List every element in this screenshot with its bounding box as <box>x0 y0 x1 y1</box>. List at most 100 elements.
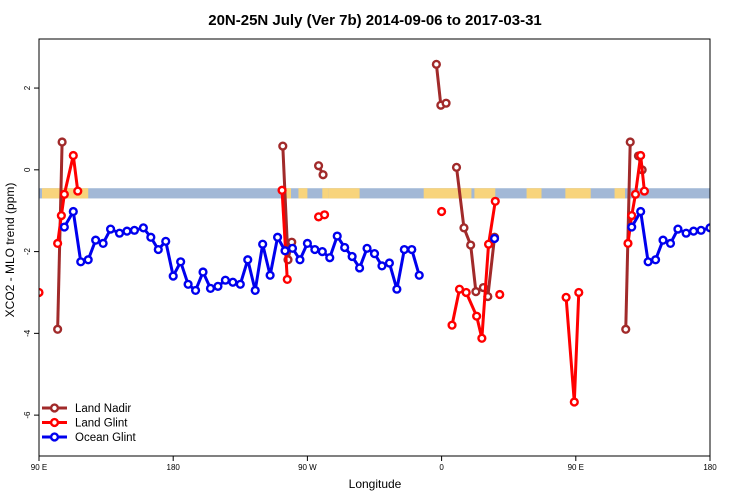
data-point <box>399 244 409 255</box>
data-point <box>220 275 230 285</box>
data-point <box>407 244 417 255</box>
data-point <box>105 224 116 234</box>
land-segment <box>322 188 329 199</box>
data-point <box>83 255 93 265</box>
land-segment <box>474 188 496 199</box>
legend-label: Land Nadir <box>75 403 131 415</box>
x-tick-label: 90 W <box>298 463 317 472</box>
land-segment <box>423 188 472 199</box>
y-tick-label: -6 <box>23 411 32 419</box>
data-point <box>414 270 424 280</box>
data-point <box>277 185 287 195</box>
data-point <box>451 162 462 172</box>
data-point <box>377 261 387 271</box>
land-segment <box>526 188 542 199</box>
data-point <box>319 210 330 220</box>
data-point <box>243 255 253 265</box>
data-point <box>495 289 505 300</box>
legend-label: Ocean Glint <box>75 432 137 444</box>
chart-title: 20N-25N July (Ver 7b) 2014-09-06 to 2017… <box>208 12 542 29</box>
legend-marker <box>49 403 60 413</box>
data-point <box>295 255 305 265</box>
y-tick-label: -4 <box>23 329 32 337</box>
data-point <box>665 238 676 249</box>
data-point <box>461 287 471 298</box>
data-point <box>228 277 238 287</box>
y-axis-label: XCO2 - MLO trend (ppm) <box>3 183 17 318</box>
data-point <box>714 234 721 241</box>
y-tick-label: -2 <box>23 247 32 255</box>
data-point <box>447 320 457 330</box>
data-point <box>114 228 125 238</box>
data-point <box>235 279 245 289</box>
data-point <box>317 246 327 257</box>
data-point <box>643 257 653 267</box>
x-axis-label: Longitude <box>349 477 402 491</box>
data-point <box>168 271 178 281</box>
data-point <box>729 238 736 245</box>
data-point <box>190 285 201 296</box>
data-point <box>354 263 365 273</box>
data-point <box>384 258 395 268</box>
series-line <box>564 292 581 404</box>
series-line <box>630 210 710 264</box>
x-tick-label: 90 E <box>568 463 584 472</box>
data-point <box>681 228 691 238</box>
series-ocean-glint <box>59 206 736 296</box>
data-point <box>625 137 635 147</box>
data-point <box>59 189 69 199</box>
legend-marker <box>49 417 60 428</box>
data-point <box>53 324 63 334</box>
data-point <box>278 141 288 151</box>
legend-label: Land Glint <box>75 418 128 430</box>
data-point <box>489 233 500 244</box>
data-point <box>362 243 372 253</box>
x-tick-label: 90 E <box>31 463 47 472</box>
data-point <box>272 232 283 242</box>
data-point <box>477 333 487 343</box>
data-point <box>431 59 441 69</box>
data-point <box>369 249 380 259</box>
data-point <box>153 244 163 255</box>
data-point <box>129 225 140 235</box>
series-layer <box>39 59 736 407</box>
data-point <box>696 225 706 235</box>
data-point <box>722 246 729 253</box>
data-point <box>161 236 171 246</box>
data-point <box>621 324 631 334</box>
x-tick-label: 180 <box>703 463 717 472</box>
data-point <box>213 281 223 291</box>
land-segment <box>328 188 360 199</box>
land-segment <box>614 188 626 199</box>
x-tick-label: 0 <box>439 463 444 472</box>
data-point <box>673 224 683 234</box>
legend: Land Nadir Land Glint Ocean Glint <box>42 403 137 444</box>
y-tick-label: 2 <box>23 85 32 90</box>
series-land-glint <box>39 150 649 407</box>
data-point <box>73 186 83 196</box>
data-point <box>437 206 447 217</box>
data-point <box>340 242 350 253</box>
data-point <box>282 274 292 284</box>
data-point <box>98 238 108 249</box>
data-point <box>122 226 132 236</box>
land-segment <box>298 188 308 199</box>
data-point <box>39 287 44 298</box>
data-point <box>688 226 699 236</box>
data-point <box>650 255 661 265</box>
data-point <box>490 196 500 206</box>
data-point <box>561 292 571 302</box>
data-point <box>636 206 646 217</box>
data-point <box>205 283 216 293</box>
data-point <box>56 211 66 221</box>
data-point <box>627 211 637 221</box>
data-point <box>280 246 290 256</box>
data-point <box>332 231 342 241</box>
land-ocean-band <box>39 188 710 199</box>
data-point <box>302 238 313 249</box>
data-point <box>313 161 324 171</box>
data-point <box>483 239 494 249</box>
data-point <box>466 240 476 250</box>
y-axis: 2 0 -2 -4 -6 <box>23 85 39 419</box>
